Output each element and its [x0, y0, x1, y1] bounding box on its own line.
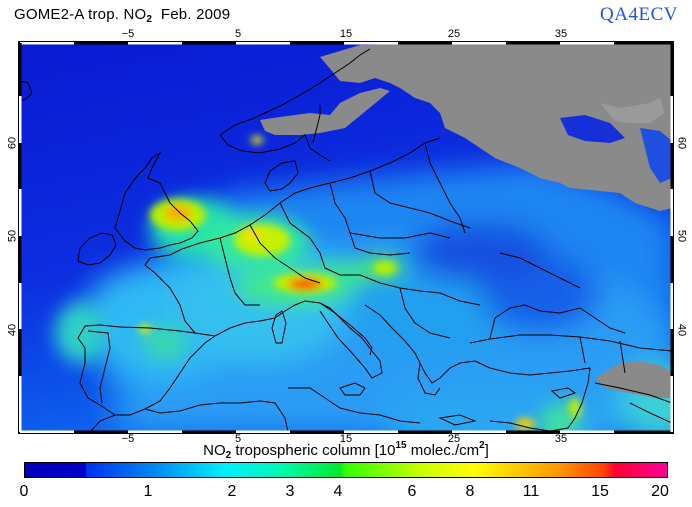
lon-tick-label: 35	[555, 29, 567, 40]
lat-tick-label: 40	[676, 324, 687, 336]
title-date: Feb. 2009	[152, 6, 230, 23]
xlabel-part: NO	[203, 442, 226, 459]
lat-tick-label: 60	[676, 137, 687, 149]
colorbar-tick-label: 8	[466, 483, 475, 501]
xlabel-superscript: 15	[395, 440, 406, 451]
lat-tick-label: 50	[8, 230, 19, 242]
lon-tick-label: 25	[448, 29, 460, 40]
title-text: GOME2-A trop. NO	[14, 6, 146, 23]
lon-tick-label: 15	[340, 29, 352, 40]
colorbar-tick-label: 1	[144, 483, 153, 501]
colorbar-tick-label: 6	[408, 483, 417, 501]
colorbar-tick-label: 4	[334, 483, 343, 501]
lat-tick-label: 40	[8, 324, 19, 336]
colorbar-tick-label: 20	[651, 483, 669, 501]
xlabel-part: ]	[485, 442, 489, 459]
colorbar-tick-label: 0	[20, 483, 29, 501]
colorbar-tick-label: 11	[523, 483, 540, 501]
colorbar-title: NO2 tropospheric column [1015 molec./cm2…	[0, 440, 692, 461]
lon-tick-label: 5	[235, 29, 241, 40]
map-frame-border	[18, 41, 674, 434]
lon-tick-label: −5	[122, 29, 135, 40]
colorbar-tick-label: 2	[228, 483, 237, 501]
map-title: GOME2-A trop. NO2 Feb. 2009	[14, 6, 230, 25]
xlabel-part: tropospheric column [10	[231, 442, 395, 459]
xlabel-part: molec./cm	[407, 442, 480, 459]
colorbar	[24, 462, 668, 478]
lat-tick-label: 60	[8, 137, 19, 149]
colorbar-tick-label: 15	[591, 483, 609, 501]
lat-tick-label: 50	[676, 230, 687, 242]
colorbar-tick-label: 3	[286, 483, 295, 501]
brand-logo: QA4ECV	[600, 4, 678, 26]
